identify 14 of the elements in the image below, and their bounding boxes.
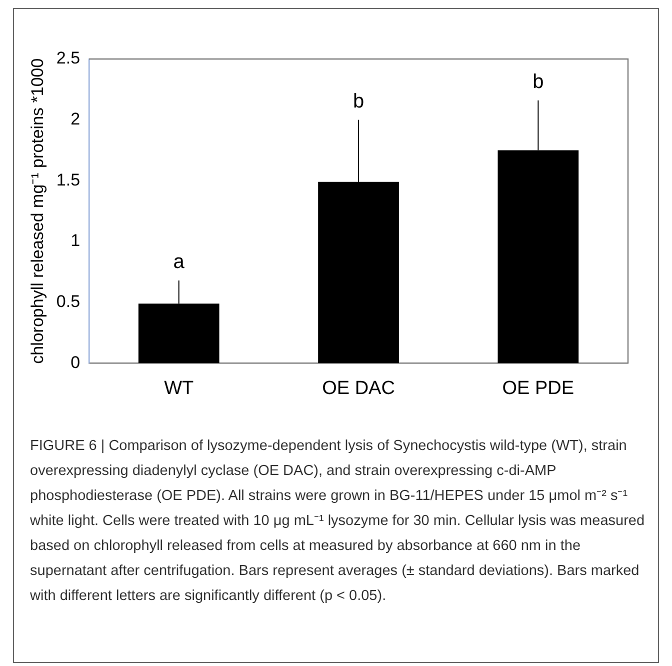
annotation: b <box>532 70 544 93</box>
y-tick-label: 1.5 <box>56 170 80 190</box>
x-tick-label: WT <box>164 378 194 399</box>
x-tick-label: OE PDE <box>502 378 574 399</box>
x-tick-label: OE DAC <box>322 378 395 399</box>
y-tick-label: 0.5 <box>56 292 80 312</box>
annotation: b <box>352 90 364 112</box>
y-tick-label: 1 <box>70 231 80 250</box>
y-axis-title: chlorophyll released mg⁻¹ proteins *1000 <box>28 58 47 364</box>
y-tick-label: 2.5 <box>56 48 80 68</box>
y-tick-label: 0 <box>70 352 80 372</box>
annotation: a <box>173 250 186 273</box>
caption: FIGURE 6 | Comparison of lysozyme-dependent lysis of Synechocystis wild-type (WT), strain overexpressing diadenylyl cyclase (OE DAC), and strain overexpressing c-di-AMP phosphodiesterase (OE PDE). All strains were grown in BG-11/HEPES under 15 μmol m⁻² s⁻¹ white light. Cells were treated with 10 μg mL⁻¹ lysozyme for 30 min. Cellular lysis was measured based on chlorophyll released from cells at measured by absorbance at 660 nm in the supernatant after centrifugation. Bars represent averages (± standard deviations). Bars marked with different letters are significantly different (p < 0.05). <box>30 437 646 606</box>
y-tick-label: 2 <box>70 110 80 129</box>
